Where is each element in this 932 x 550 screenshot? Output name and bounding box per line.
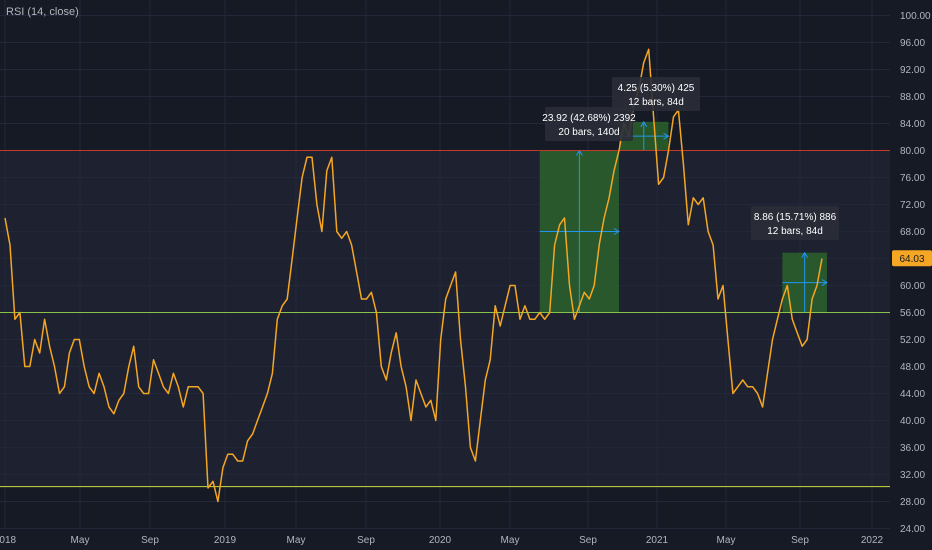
x-tick-label: 2022 bbox=[861, 535, 884, 546]
y-tick-label: 96.00 bbox=[900, 38, 925, 49]
measure-label-line1: 4.25 (5.30%) 425 bbox=[618, 83, 695, 94]
y-tick-label: 80.00 bbox=[900, 146, 925, 157]
y-tick-label: 28.00 bbox=[900, 497, 925, 508]
x-tick-label: May bbox=[501, 535, 520, 546]
y-tick-label: 36.00 bbox=[900, 443, 925, 454]
measure-label-line1: 23.92 (42.68%) 2392 bbox=[542, 113, 636, 124]
x-tick-label: Sep bbox=[141, 535, 159, 546]
x-tick-label: Sep bbox=[579, 535, 597, 546]
y-tick-label: 68.00 bbox=[900, 227, 925, 238]
x-tick-label: 2021 bbox=[646, 535, 669, 546]
y-tick-label: 56.00 bbox=[900, 308, 925, 319]
y-tick-label: 92.00 bbox=[900, 65, 925, 76]
indicator-title: RSI (14, close) bbox=[6, 6, 79, 18]
y-tick-label: 24.00 bbox=[900, 524, 925, 535]
measure-label-box bbox=[751, 206, 839, 240]
x-tick-label: 2018 bbox=[0, 535, 17, 546]
x-tick-label: 2020 bbox=[429, 535, 452, 546]
rsi-background-band bbox=[0, 150, 890, 487]
last-value-label: 64.03 bbox=[899, 254, 924, 265]
measure-arrowhead-right bbox=[613, 228, 620, 235]
measure-arrowhead-right bbox=[663, 132, 670, 140]
measure-arrowhead-right bbox=[821, 279, 828, 287]
measure-label-line2: 12 bars, 84d bbox=[628, 97, 684, 108]
y-tick-label: 88.00 bbox=[900, 92, 925, 103]
x-tick-label: May bbox=[71, 535, 90, 546]
price-axis-background bbox=[890, 0, 932, 550]
x-tick-label: Sep bbox=[357, 535, 375, 546]
measure-label-line1: 8.86 (15.71%) 886 bbox=[754, 212, 837, 223]
y-tick-label: 72.00 bbox=[900, 200, 925, 211]
y-tick-label: 100.00 bbox=[900, 11, 931, 22]
y-tick-label: 48.00 bbox=[900, 362, 925, 373]
x-tick-label: May bbox=[287, 535, 306, 546]
y-tick-label: 60.00 bbox=[900, 281, 925, 292]
x-tick-label: 2019 bbox=[214, 535, 237, 546]
measure-label-box bbox=[545, 107, 633, 141]
y-tick-label: 32.00 bbox=[900, 470, 925, 481]
y-tick-label: 44.00 bbox=[900, 389, 925, 400]
rsi-series-line bbox=[4, 48, 823, 503]
y-tick-label: 76.00 bbox=[900, 173, 925, 184]
y-tick-label: 40.00 bbox=[900, 416, 925, 427]
measure-label-box bbox=[612, 77, 700, 111]
measure-arrowhead-up bbox=[640, 120, 648, 128]
measure-label-line2: 12 bars, 84d bbox=[767, 226, 823, 237]
x-tick-label: Sep bbox=[791, 535, 809, 546]
measure-label-line2: 20 bars, 140d bbox=[558, 127, 619, 138]
y-tick-label: 84.00 bbox=[900, 119, 925, 130]
y-tick-label: 52.00 bbox=[900, 335, 925, 346]
x-tick-label: May bbox=[717, 535, 736, 546]
last-value-badge bbox=[892, 250, 932, 267]
measure-arrowhead-up bbox=[801, 251, 809, 258]
